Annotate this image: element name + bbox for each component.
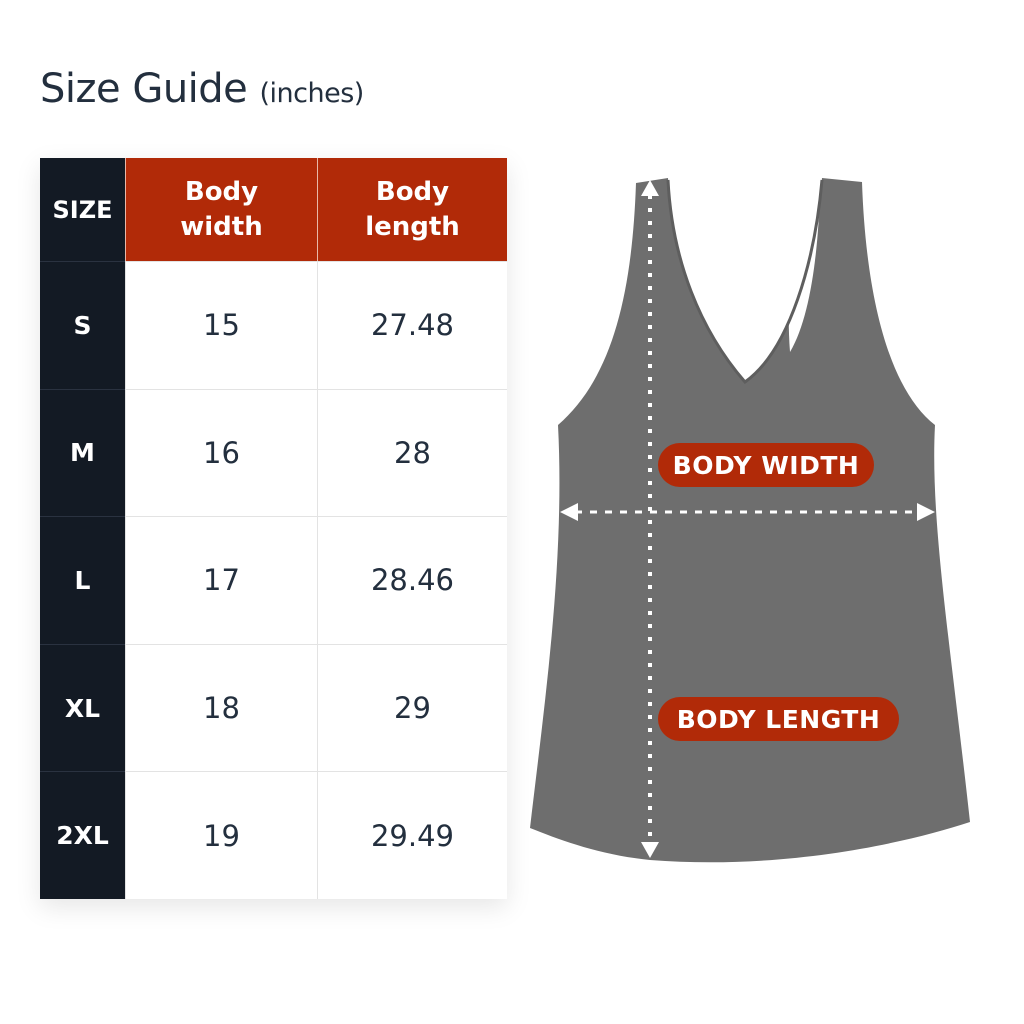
page-title: Size Guide (inches) xyxy=(40,66,364,112)
row-size: 2XL xyxy=(40,771,125,899)
size-table: SIZE Body width Body length S 15 27.48 M… xyxy=(40,158,507,899)
arrow-up-icon xyxy=(641,180,659,196)
header-body-width: Body width xyxy=(125,158,317,261)
arrow-left-icon xyxy=(560,503,578,521)
row-size: M xyxy=(40,388,125,517)
row-width: 18 xyxy=(125,643,317,772)
tank-top-shape xyxy=(530,178,970,863)
header-body-length-label: Body length xyxy=(365,176,460,242)
body-length-label: BODY LENGTH xyxy=(658,697,899,741)
row-width: 16 xyxy=(125,388,317,517)
title-main: Size Guide xyxy=(40,66,248,112)
row-length: 27.48 xyxy=(317,261,507,389)
row-width: 15 xyxy=(125,261,317,389)
body-width-label: BODY WIDTH xyxy=(658,443,874,487)
row-size: L xyxy=(40,516,125,644)
racerback-gap-left xyxy=(673,188,743,366)
row-width: 19 xyxy=(125,771,317,899)
arrow-right-icon xyxy=(917,503,935,521)
header-body-width-label: Body width xyxy=(180,176,263,242)
title-unit: (inches) xyxy=(259,78,365,109)
row-size: XL xyxy=(40,643,125,772)
neckline-edge xyxy=(666,179,824,385)
racerback-gap-right xyxy=(788,188,820,352)
header-body-length: Body length xyxy=(317,158,507,261)
row-length: 29.49 xyxy=(317,771,507,899)
row-length: 28.46 xyxy=(317,516,507,644)
header-size: SIZE xyxy=(40,158,125,261)
row-length: 29 xyxy=(317,643,507,772)
row-width: 17 xyxy=(125,516,317,644)
row-length: 28 xyxy=(317,388,507,517)
row-size: S xyxy=(40,261,125,389)
arrow-down-icon xyxy=(641,842,659,858)
